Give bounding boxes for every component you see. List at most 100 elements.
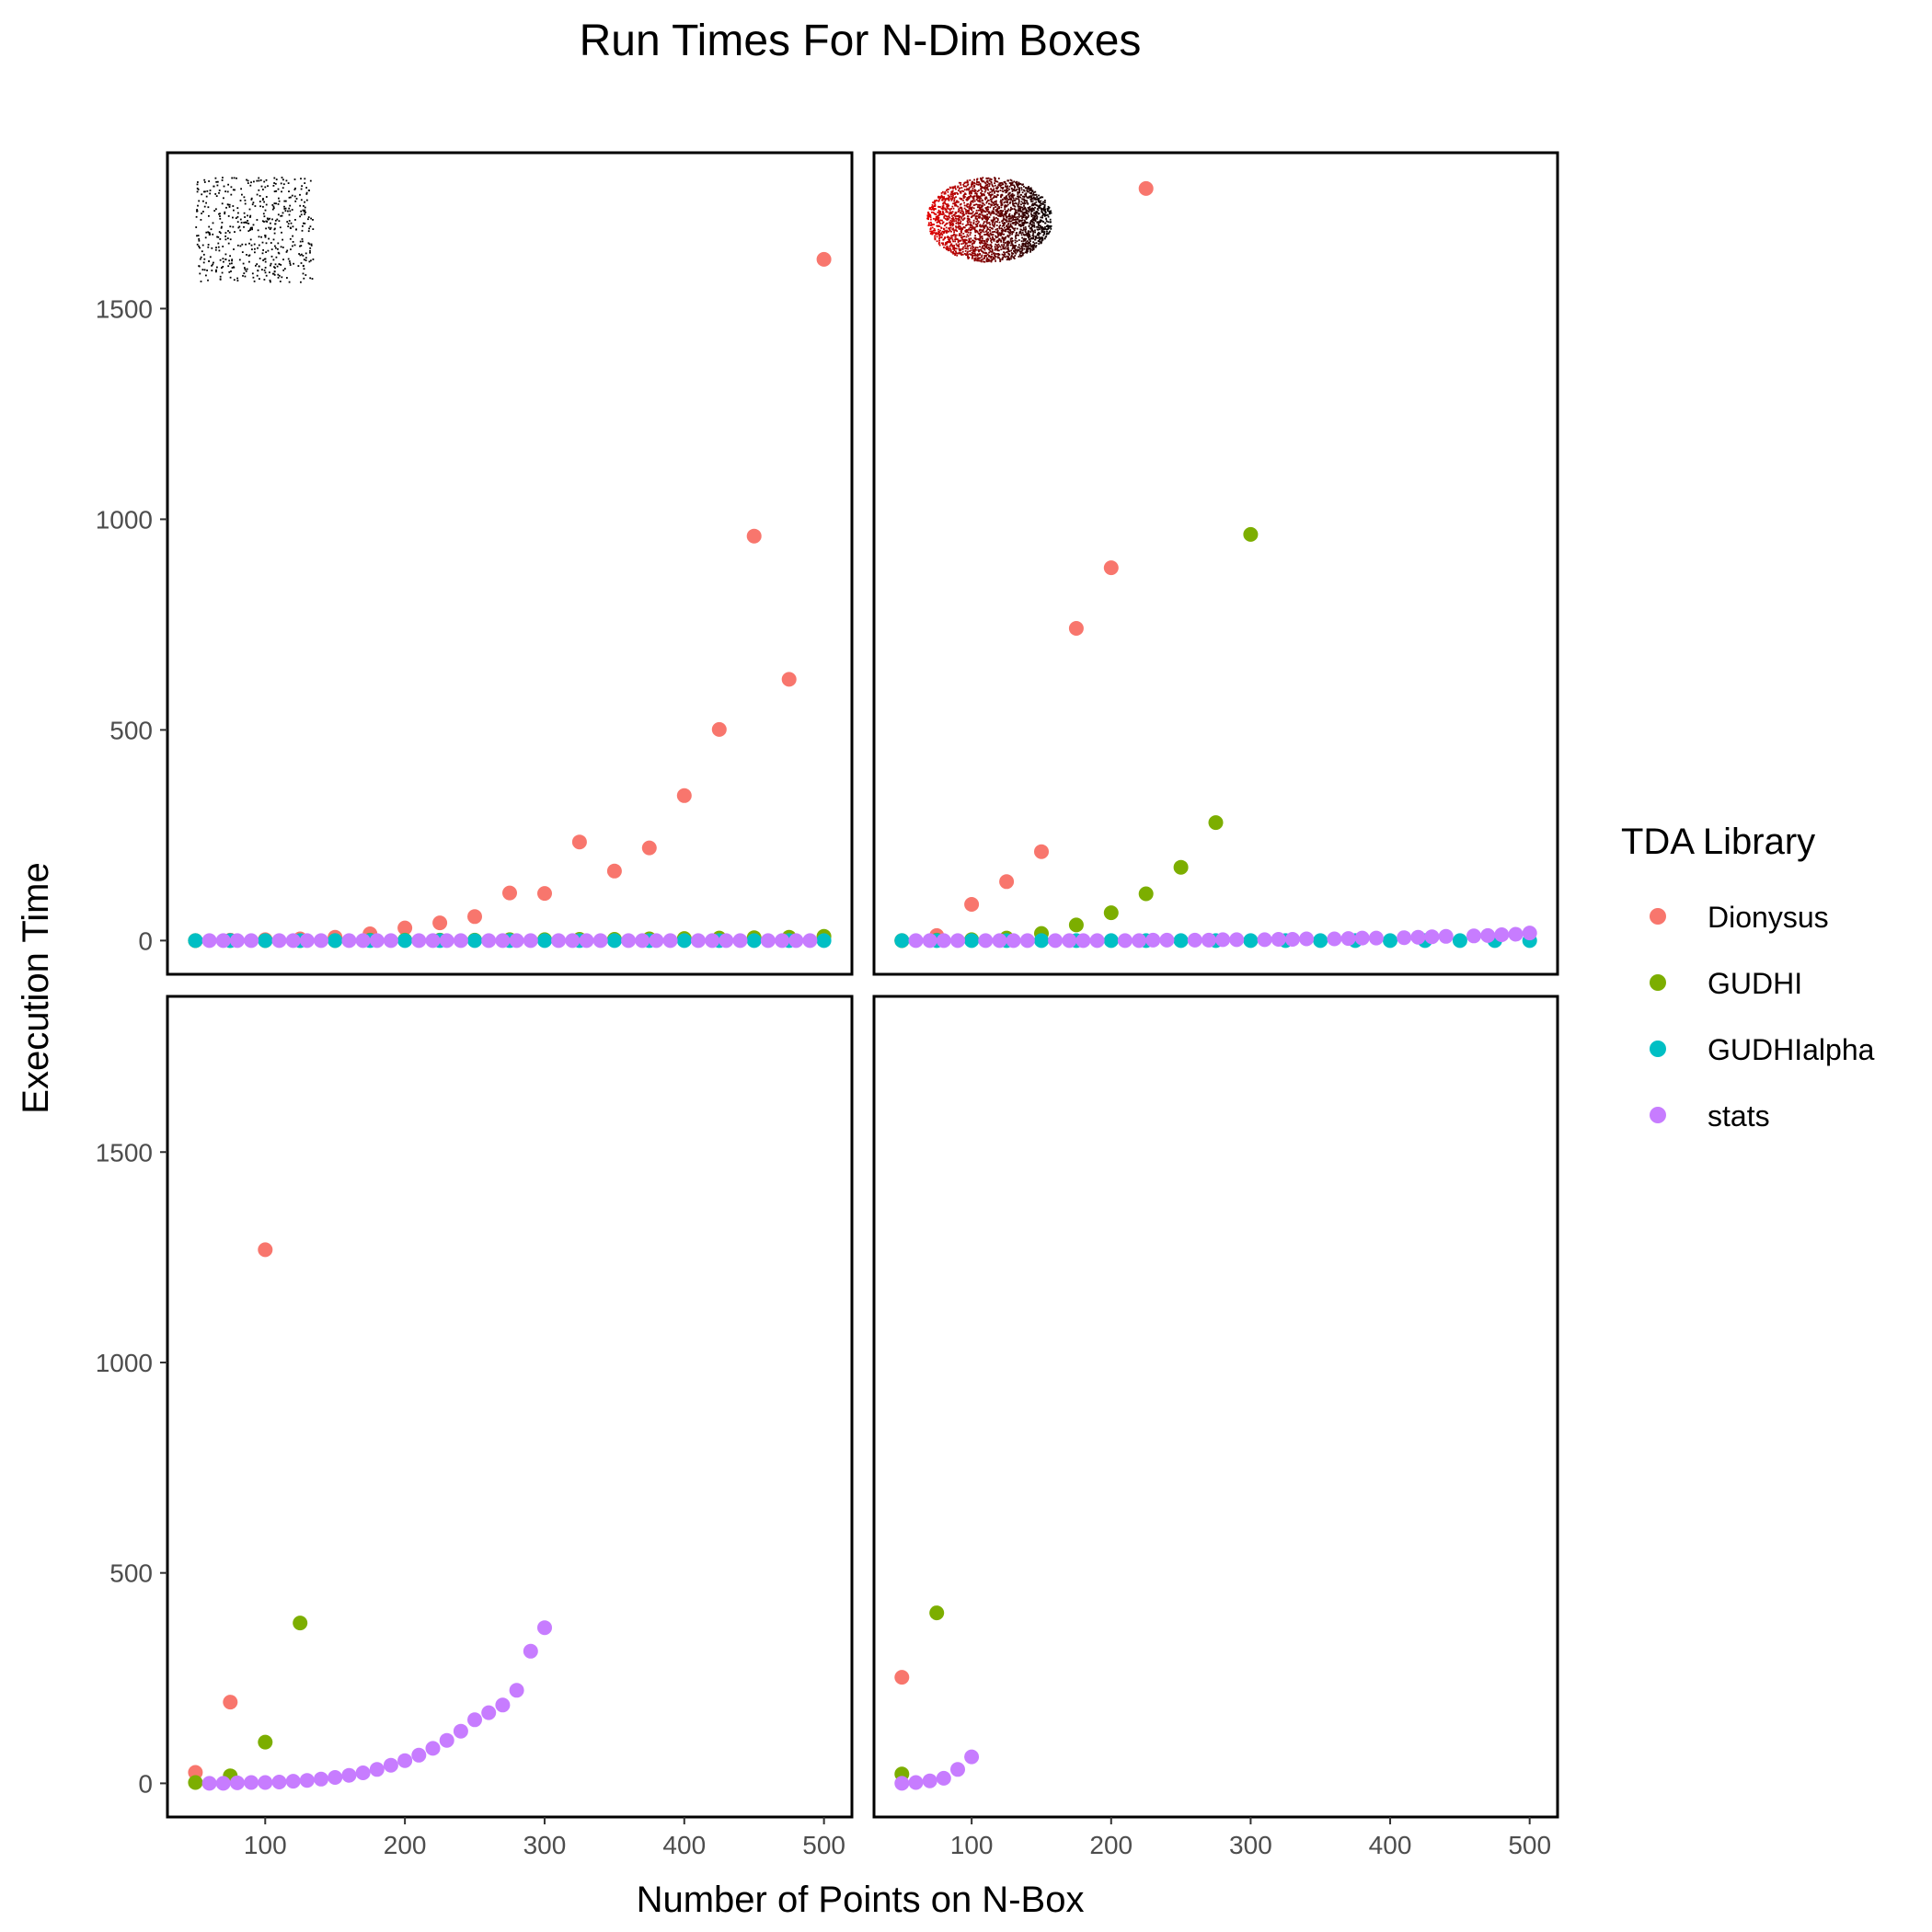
point-stats xyxy=(495,933,511,949)
point-gudhialpha xyxy=(1103,933,1119,949)
x-tick-label: 300 xyxy=(1229,1831,1272,1859)
series-dionysus xyxy=(894,180,1154,949)
y-tick-label: 1000 xyxy=(96,505,153,534)
point-stats xyxy=(537,1620,552,1636)
point-gudhi xyxy=(293,1616,308,1631)
point-stats xyxy=(341,1767,357,1783)
point-gudhialpha xyxy=(894,933,910,949)
point-stats xyxy=(621,933,637,949)
point-stats xyxy=(201,1776,217,1791)
point-stats xyxy=(229,933,245,949)
x-tick-label: 500 xyxy=(802,1831,845,1859)
point-stats xyxy=(1340,931,1356,947)
point-gudhialpha xyxy=(1313,933,1328,949)
point-stats xyxy=(369,933,385,949)
point-dionysus xyxy=(1103,560,1119,576)
point-stats xyxy=(453,1723,468,1739)
point-stats xyxy=(258,1775,273,1790)
point-dionysus xyxy=(1068,621,1084,636)
x-tick-label: 100 xyxy=(244,1831,287,1859)
point-stats xyxy=(1062,933,1077,949)
y-tick-label: 0 xyxy=(138,1769,153,1798)
legend-label-dionysus: Dionysus xyxy=(1708,901,1829,934)
point-dionysus xyxy=(606,863,622,879)
point-stats xyxy=(908,933,924,949)
point-stats xyxy=(299,1773,315,1788)
point-stats xyxy=(1368,930,1384,946)
point-dionysus xyxy=(467,909,482,925)
point-stats xyxy=(964,1749,980,1765)
point-gudhi xyxy=(1208,815,1224,831)
series-stats xyxy=(201,933,818,949)
point-gudhialpha xyxy=(606,933,622,949)
legend-entry-dionysus: Dionysus xyxy=(1650,901,1829,934)
point-stats xyxy=(341,933,357,949)
point-dionysus xyxy=(999,874,1015,890)
point-stats xyxy=(355,1765,371,1780)
point-stats xyxy=(1201,932,1216,948)
point-dionysus xyxy=(397,920,413,936)
point-stats xyxy=(1438,928,1454,944)
series-dionysus xyxy=(188,1242,273,1780)
point-stats xyxy=(425,933,441,949)
point-stats xyxy=(383,1757,398,1773)
point-gudhialpha xyxy=(964,933,980,949)
series-dionysus xyxy=(188,251,832,949)
series-gudhi xyxy=(894,526,1259,949)
point-dionysus xyxy=(894,1670,910,1685)
point-stats xyxy=(579,933,594,949)
point-stats xyxy=(732,933,748,949)
panel-top-right xyxy=(872,151,1559,976)
point-stats xyxy=(355,933,371,949)
point-stats xyxy=(1327,931,1342,947)
point-gudhi xyxy=(1173,859,1189,875)
point-stats xyxy=(285,1774,301,1789)
point-stats xyxy=(439,1732,454,1748)
point-stats xyxy=(481,933,497,949)
point-stats xyxy=(992,933,1007,949)
point-stats xyxy=(523,1643,538,1659)
point-stats xyxy=(299,933,315,949)
point-stats xyxy=(1397,930,1412,946)
point-stats xyxy=(397,1753,413,1768)
point-stats xyxy=(1494,927,1510,942)
point-stats xyxy=(1508,926,1524,942)
point-stats xyxy=(1480,927,1496,943)
y-tick-label: 1500 xyxy=(96,294,153,323)
point-gudhialpha xyxy=(1034,933,1049,949)
point-gudhialpha xyxy=(188,933,203,949)
x-tick-label: 500 xyxy=(1508,1831,1551,1859)
point-stats xyxy=(1284,932,1300,947)
x-tick-label: 400 xyxy=(1369,1831,1412,1859)
point-stats xyxy=(662,933,678,949)
series-gudhi xyxy=(894,1605,945,1782)
panel-border xyxy=(872,151,1559,976)
point-stats xyxy=(1187,932,1202,948)
point-stats xyxy=(565,933,581,949)
point-stats xyxy=(285,933,301,949)
point-stats xyxy=(1424,929,1440,945)
point-stats xyxy=(922,933,937,949)
y-tick-label: 1500 xyxy=(96,1138,153,1167)
point-stats xyxy=(551,933,567,949)
point-stats xyxy=(314,933,328,949)
point-stats xyxy=(509,1683,524,1698)
point-gudhialpha xyxy=(1383,933,1397,949)
point-stats xyxy=(467,1712,482,1728)
point-stats xyxy=(1117,933,1133,949)
point-stats xyxy=(411,1747,427,1763)
point-stats xyxy=(691,933,706,949)
point-gudhialpha xyxy=(1173,933,1189,949)
point-stats xyxy=(1159,932,1175,948)
point-stats xyxy=(1257,932,1272,948)
point-gudhialpha xyxy=(1452,933,1467,949)
legend-key-dionysus xyxy=(1650,908,1666,925)
panel-top-left: 0 500 1000 1500 xyxy=(96,151,854,976)
point-stats xyxy=(1019,933,1035,949)
panel-border xyxy=(166,151,854,976)
point-gudhialpha xyxy=(467,933,482,949)
point-gudhialpha xyxy=(258,933,273,949)
point-stats xyxy=(802,933,818,949)
point-stats xyxy=(908,1775,924,1790)
